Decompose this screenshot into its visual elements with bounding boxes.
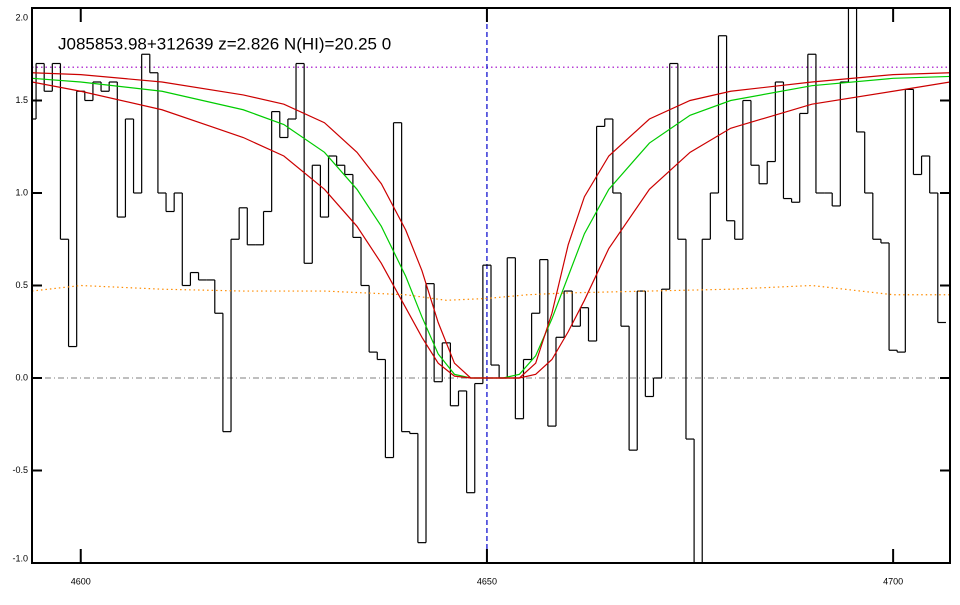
x-tick-label: 4650 xyxy=(477,576,497,586)
y-tick-label: 1.5 xyxy=(15,95,28,105)
y-tick-label: 2.0 xyxy=(15,12,28,22)
y-tick-label: -1.0 xyxy=(12,553,28,563)
y-tick-label: 1.0 xyxy=(15,187,28,197)
chart-title: J085853.98+312639 z=2.826 N(HI)=20.25 0 xyxy=(58,34,391,53)
x-tick-label: 4700 xyxy=(883,576,903,586)
y-tick-label: 0.5 xyxy=(15,280,28,290)
model-line xyxy=(32,81,950,379)
x-tick-label: 4600 xyxy=(71,576,91,586)
y-tick-label: 0.0 xyxy=(15,372,28,382)
plot-area xyxy=(32,8,950,563)
y-tick-label: -0.5 xyxy=(12,465,28,475)
model-line xyxy=(32,284,950,301)
